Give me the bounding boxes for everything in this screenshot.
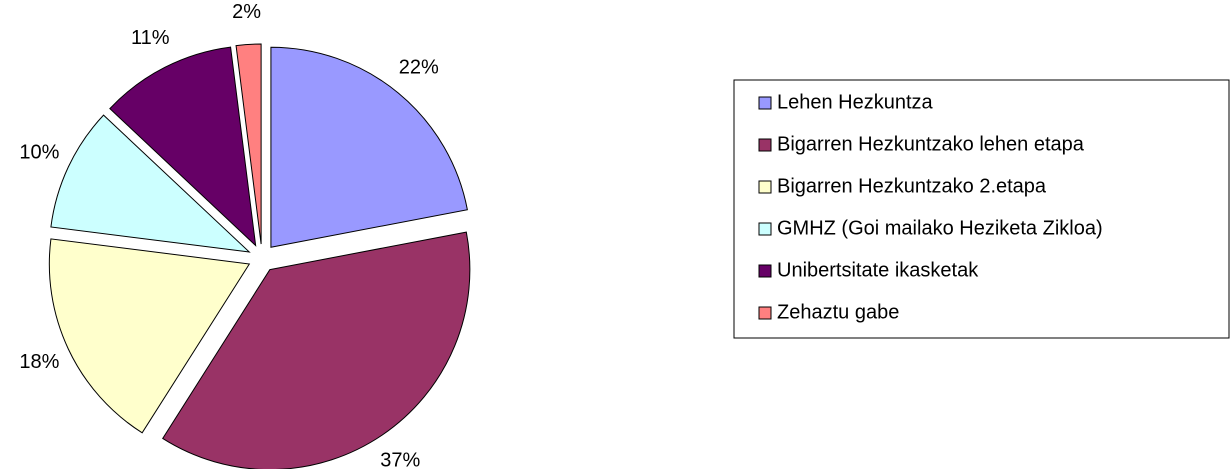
legend-label: Zehaztu gabe <box>777 301 899 323</box>
legend-swatch <box>758 180 772 194</box>
legend-label: GMHZ (Goi mailako Heziketa Zikloa) <box>777 217 1103 239</box>
data-label: 22% <box>399 57 439 79</box>
legend-label: Bigarren Hezkuntzako lehen etapa <box>777 133 1085 155</box>
pie-slice <box>235 43 262 245</box>
legend-swatch <box>758 264 772 278</box>
data-label: 2% <box>232 1 261 23</box>
legend-swatch <box>758 222 772 236</box>
data-label: 11% <box>131 27 170 49</box>
legend-label: Bigarren Hezkuntzako 2.etapa <box>777 175 1047 197</box>
legend-swatch <box>758 306 772 320</box>
pie-slice <box>48 238 251 434</box>
data-label: 10% <box>19 142 59 164</box>
data-label: 37% <box>380 450 420 469</box>
legend-box <box>733 79 1230 339</box>
data-label: 18% <box>19 351 59 373</box>
legend-swatch <box>758 138 772 152</box>
pie-slice <box>50 114 251 253</box>
pie-slice <box>109 46 257 247</box>
pie-slice <box>270 46 468 248</box>
legend-label: Unibertsitate ikasketak <box>777 259 979 281</box>
pie-slice <box>162 231 471 469</box>
legend-label: Lehen Hezkuntza <box>777 91 934 113</box>
legend-swatch <box>758 96 772 110</box>
